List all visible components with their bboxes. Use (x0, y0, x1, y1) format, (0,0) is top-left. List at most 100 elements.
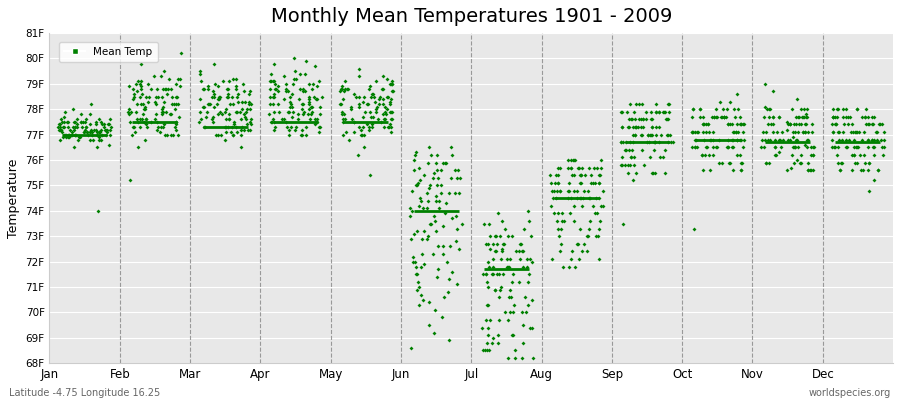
Point (361, 101, 375, 107)
Point (685, 129, 699, 135)
Point (243, 88, 257, 95)
Point (243, 126, 257, 133)
Point (783, 121, 797, 128)
Point (406, 253, 420, 260)
Point (734, 121, 748, 128)
Point (78, 124, 93, 130)
Point (60, 124, 75, 130)
Point (226, 132, 240, 138)
Point (241, 91, 256, 97)
Point (234, 132, 248, 138)
Point (422, 185, 436, 191)
Point (92, 136, 106, 143)
Point (241, 101, 256, 107)
Point (369, 108, 383, 115)
Point (488, 286, 502, 293)
Point (241, 126, 256, 133)
Point (587, 164, 601, 171)
Point (93, 129, 107, 135)
Point (860, 121, 875, 128)
Point (784, 164, 798, 171)
Point (267, 91, 282, 97)
Point (416, 296, 430, 303)
Point (704, 136, 718, 143)
Point (454, 220, 469, 227)
Point (580, 248, 594, 255)
Point (436, 251, 450, 257)
Title: Monthly Mean Temperatures 1901 - 2009: Monthly Mean Temperatures 1901 - 2009 (271, 7, 672, 26)
Point (485, 271, 500, 278)
Point (133, 81, 148, 87)
Point (551, 180, 565, 186)
Point (700, 121, 715, 128)
Point (219, 129, 233, 135)
Point (236, 81, 250, 87)
Point (77, 129, 92, 135)
Point (632, 116, 646, 122)
Point (54, 126, 68, 133)
Point (295, 126, 310, 133)
Point (506, 271, 520, 278)
Point (490, 241, 504, 247)
Point (573, 180, 588, 186)
Point (140, 81, 155, 87)
Point (202, 101, 216, 107)
Point (84, 101, 98, 107)
Point (365, 121, 380, 128)
Point (127, 93, 141, 100)
Point (80, 129, 94, 135)
Point (855, 114, 869, 120)
Point (244, 116, 258, 122)
Point (137, 119, 151, 125)
Point (226, 76, 240, 82)
Point (365, 114, 380, 120)
Point (447, 190, 462, 196)
Point (566, 157, 580, 163)
Point (561, 187, 575, 194)
Point (491, 271, 506, 278)
Point (634, 101, 649, 107)
Point (522, 271, 536, 278)
Point (432, 205, 446, 212)
Point (662, 101, 676, 107)
Point (827, 144, 842, 150)
Point (63, 126, 77, 133)
Point (790, 136, 805, 143)
Point (586, 180, 600, 186)
Point (794, 152, 808, 158)
Point (160, 91, 175, 97)
Point (155, 111, 169, 118)
Point (357, 132, 372, 138)
Point (266, 126, 281, 133)
Point (860, 114, 875, 120)
Point (785, 106, 799, 112)
Point (790, 96, 805, 102)
Point (364, 124, 379, 130)
Point (442, 190, 456, 196)
Point (196, 104, 211, 110)
Point (561, 164, 575, 171)
Point (629, 101, 643, 107)
Point (792, 159, 806, 166)
Point (757, 144, 771, 150)
Point (284, 101, 298, 107)
Point (843, 129, 858, 135)
Legend: Mean Temp: Mean Temp (58, 42, 158, 62)
Point (575, 195, 590, 201)
Point (733, 121, 747, 128)
Point (136, 111, 150, 118)
Point (380, 93, 394, 100)
Point (355, 132, 369, 138)
Point (550, 187, 564, 194)
Point (421, 144, 436, 150)
Point (81, 132, 95, 138)
Point (428, 228, 443, 234)
Point (716, 114, 730, 120)
Point (421, 159, 436, 166)
Point (873, 121, 887, 128)
Point (798, 129, 813, 135)
Point (727, 129, 742, 135)
Point (771, 114, 786, 120)
Point (201, 101, 215, 107)
Point (615, 124, 629, 130)
